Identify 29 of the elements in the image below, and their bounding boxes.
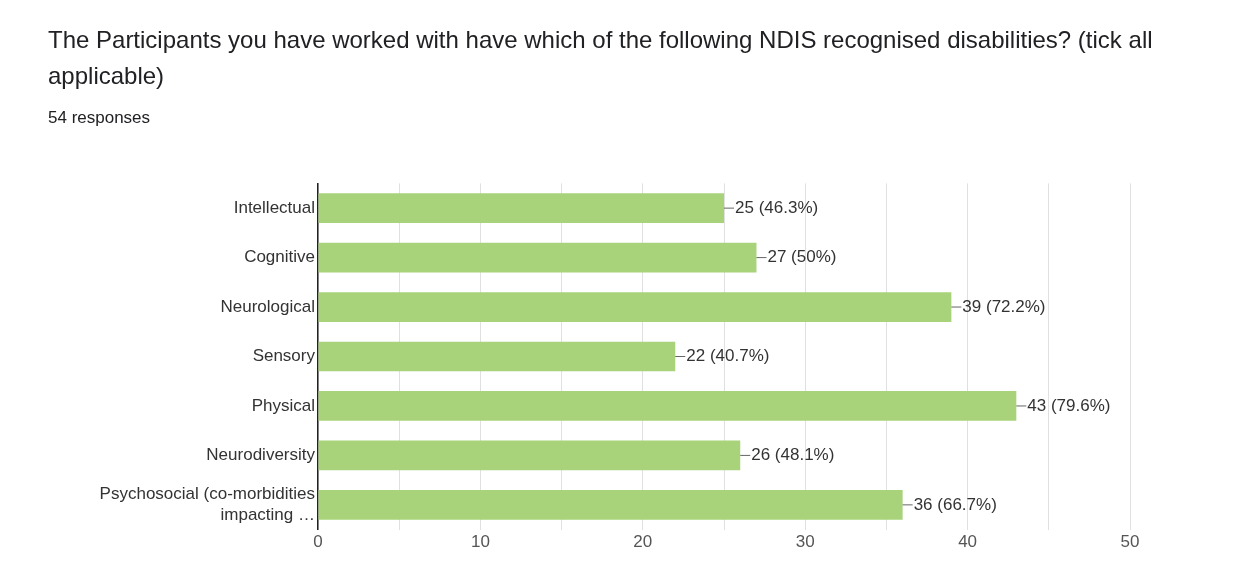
y-tick-label: Neurodiversity	[206, 445, 316, 465]
x-tick-label: 40	[958, 532, 978, 552]
y-tick-label: Intellectual	[233, 197, 315, 217]
data-label: 25 (46.3%)	[735, 197, 819, 217]
x-tick-label: 0	[313, 532, 323, 552]
text: 54 responses	[48, 108, 151, 128]
y-tick-label: Physical	[251, 395, 315, 415]
data-label: 39 (72.2%)	[962, 296, 1046, 316]
x-tick-label: 50	[1120, 532, 1140, 552]
bar	[318, 341, 676, 372]
bar	[318, 440, 741, 471]
y-tick-label: Cognitive	[244, 247, 315, 267]
bar	[318, 490, 903, 520]
y-tick-label: Psychosocial (co-morbidities impacting …	[99, 484, 315, 524]
chart-title: The Participants you have worked with have which of the following NDIS recognised disabilities? (tick all applicable)	[48, 25, 1154, 91]
bar	[318, 193, 724, 223]
data-label: 22 (40.7%)	[686, 346, 770, 366]
x-tick-label: 30	[795, 532, 815, 552]
y-tick-label: Sensory	[252, 346, 316, 366]
x-tick-label: 10	[470, 532, 490, 552]
data-label: 43 (79.6%)	[1027, 395, 1111, 415]
data-label: 27 (50%)	[767, 247, 837, 267]
bar	[318, 242, 757, 273]
data-label: 36 (66.7%)	[913, 494, 997, 514]
x-tick-label: 20	[633, 532, 653, 552]
bar	[318, 292, 952, 322]
bar	[318, 391, 1017, 421]
y-tick-label: Neurological	[220, 296, 315, 316]
data-label: 26 (48.1%)	[751, 445, 835, 465]
